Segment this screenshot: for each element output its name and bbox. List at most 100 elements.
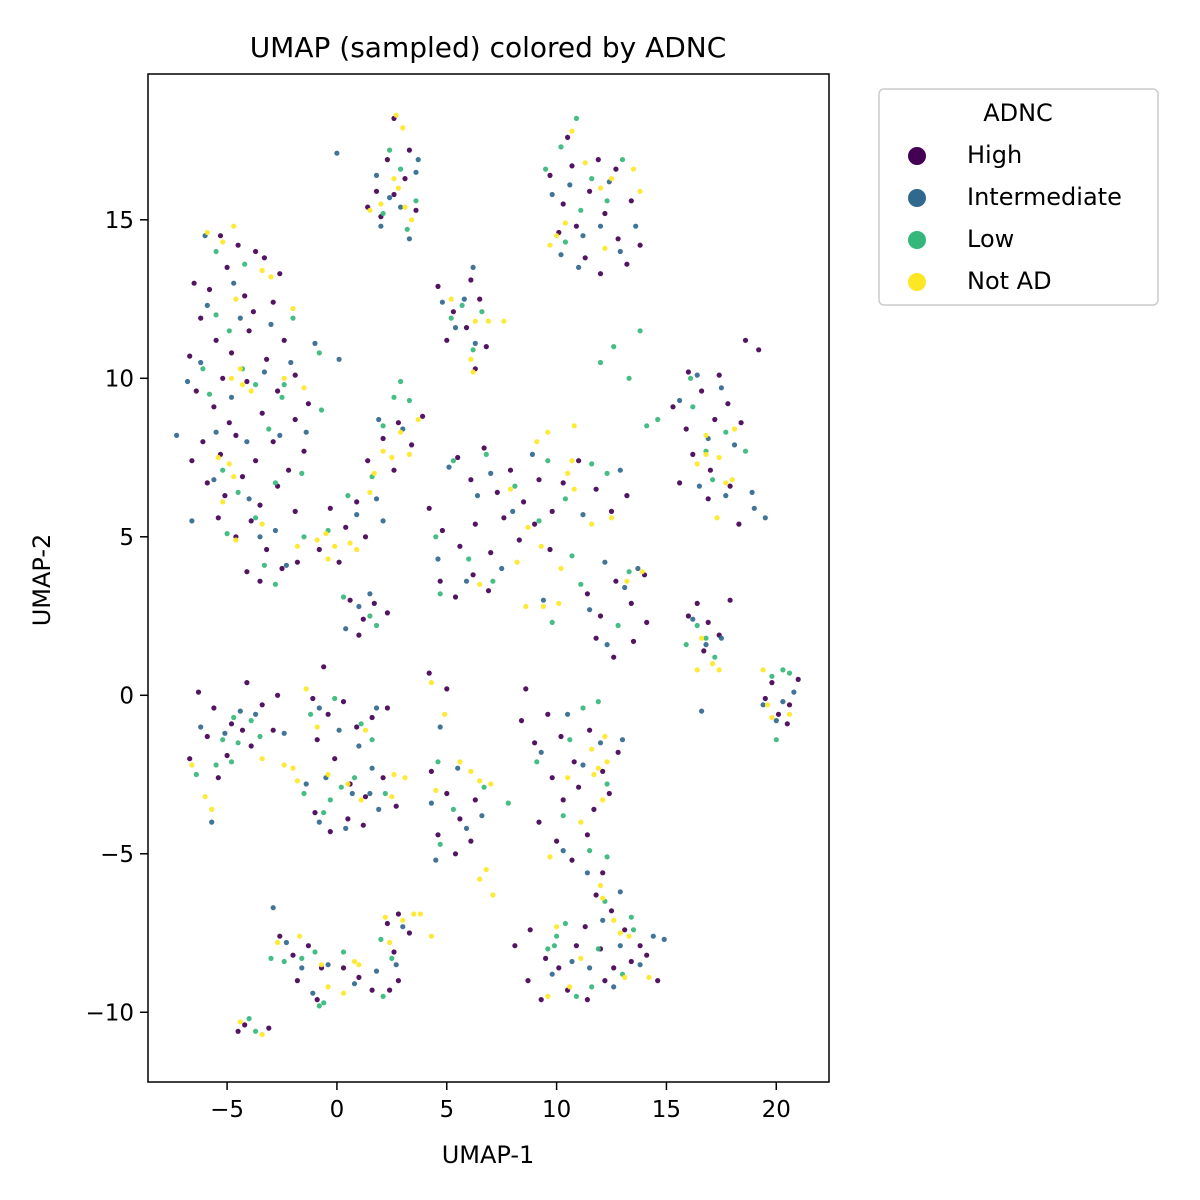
point-high bbox=[602, 978, 608, 984]
point-low bbox=[367, 613, 373, 619]
point-high bbox=[384, 610, 390, 616]
point-low bbox=[301, 534, 307, 540]
point-high bbox=[270, 727, 276, 733]
point-intermediate bbox=[529, 451, 536, 457]
point-high bbox=[536, 477, 542, 483]
point-not-ad bbox=[760, 667, 766, 673]
point-high bbox=[435, 283, 441, 289]
point-intermediate bbox=[699, 708, 705, 714]
point-not-ad bbox=[703, 432, 709, 438]
point-intermediate bbox=[584, 870, 591, 876]
point-low bbox=[573, 993, 580, 1000]
point-high bbox=[756, 347, 762, 353]
point-high bbox=[305, 943, 311, 949]
point-not-ad bbox=[378, 201, 384, 207]
point-low bbox=[573, 115, 580, 121]
point-high bbox=[463, 325, 470, 331]
point-low bbox=[261, 562, 267, 568]
point-high bbox=[600, 870, 606, 876]
point-intermediate bbox=[378, 223, 384, 229]
point-high bbox=[597, 271, 604, 277]
point-high bbox=[512, 943, 518, 949]
point-high bbox=[224, 264, 230, 270]
point-not-ad bbox=[268, 274, 274, 280]
point-intermediate bbox=[303, 429, 309, 435]
point-high bbox=[327, 505, 333, 511]
point-low bbox=[769, 673, 775, 679]
point-low bbox=[437, 591, 443, 597]
point-high bbox=[261, 255, 267, 261]
point-high bbox=[795, 676, 801, 683]
point-not-ad bbox=[600, 797, 606, 803]
point-low bbox=[481, 784, 487, 790]
point-high bbox=[200, 439, 206, 445]
point-not-ad bbox=[562, 220, 569, 226]
point-low bbox=[266, 426, 272, 432]
point-intermediate bbox=[461, 296, 467, 302]
point-high bbox=[239, 474, 246, 480]
point-low bbox=[340, 949, 347, 955]
point-not-ad bbox=[297, 933, 303, 939]
point-not-ad bbox=[290, 765, 296, 771]
y-tick-label: −5 bbox=[100, 842, 134, 868]
point-not-ad bbox=[402, 204, 408, 210]
y-tick-label: −10 bbox=[85, 1000, 134, 1026]
point-intermediate bbox=[334, 150, 340, 156]
point-high bbox=[242, 293, 248, 299]
point-intermediate bbox=[277, 432, 283, 438]
point-not-ad bbox=[417, 911, 423, 917]
point-intermediate bbox=[446, 464, 452, 470]
point-not-ad bbox=[248, 388, 254, 394]
point-not-ad bbox=[540, 603, 547, 610]
point-high bbox=[611, 654, 617, 660]
point-high bbox=[483, 344, 489, 350]
point-low bbox=[340, 594, 347, 600]
point-intermediate bbox=[633, 223, 639, 229]
point-not-ad bbox=[710, 661, 716, 667]
point-high bbox=[727, 483, 733, 489]
point-not-ad bbox=[608, 515, 615, 521]
point-low bbox=[450, 458, 456, 464]
point-high bbox=[406, 147, 412, 153]
point-intermediate bbox=[246, 496, 252, 502]
point-high bbox=[444, 337, 450, 343]
legend-marker-high bbox=[908, 147, 926, 165]
point-intermediate bbox=[231, 280, 237, 286]
point-intermediate bbox=[184, 378, 191, 385]
point-intermediate bbox=[538, 749, 544, 755]
point-not-ad bbox=[259, 267, 265, 274]
point-high bbox=[244, 378, 250, 385]
legend-entry-not-ad: Not AD bbox=[908, 267, 1052, 295]
point-intermediate bbox=[281, 730, 287, 736]
point-intermediate bbox=[637, 962, 643, 968]
chart-title: UMAP (sampled) colored by ADNC bbox=[250, 31, 727, 64]
legend-entry-intermediate: Intermediate bbox=[908, 183, 1122, 211]
point-intermediate bbox=[499, 565, 505, 572]
point-high bbox=[369, 714, 375, 721]
point-high bbox=[685, 369, 692, 375]
point-not-ad bbox=[729, 477, 735, 483]
legend-title: ADNC bbox=[983, 99, 1053, 127]
point-intermediate bbox=[222, 730, 228, 736]
point-not-ad bbox=[567, 984, 573, 990]
legend-marker-not-ad bbox=[908, 273, 926, 291]
point-high bbox=[762, 695, 768, 702]
point-high bbox=[556, 965, 562, 971]
point-high bbox=[584, 997, 591, 1003]
point-not-ad bbox=[233, 537, 239, 543]
point-high bbox=[409, 442, 415, 448]
point-not-ad bbox=[367, 489, 373, 495]
point-low bbox=[459, 302, 465, 308]
point-high bbox=[444, 686, 450, 692]
point-high bbox=[516, 537, 522, 543]
point-intermediate bbox=[619, 737, 626, 743]
point-intermediate bbox=[549, 191, 555, 198]
point-not-ad bbox=[400, 125, 406, 131]
point-not-ad bbox=[428, 933, 434, 939]
point-high bbox=[360, 822, 366, 828]
point-low bbox=[710, 477, 716, 483]
point-high bbox=[593, 892, 599, 898]
point-low bbox=[345, 493, 351, 499]
point-high bbox=[536, 819, 542, 825]
point-high bbox=[775, 711, 782, 717]
